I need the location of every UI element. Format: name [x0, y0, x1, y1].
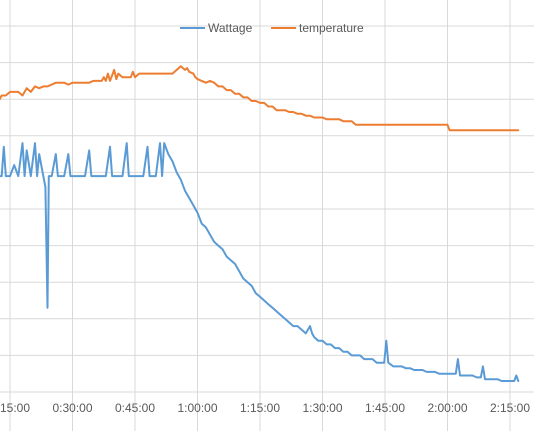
- x-tick-label: 1:15:00: [240, 401, 280, 415]
- x-tick-label: 1:00:00: [177, 401, 217, 415]
- legend-label: temperature: [299, 21, 364, 35]
- x-tick-label: 0:45:00: [115, 401, 155, 415]
- legend-item-wattage: Wattage: [180, 21, 253, 35]
- legend-item-temperature: temperature: [271, 21, 364, 35]
- x-tick-label: 1:45:00: [365, 401, 405, 415]
- x-tick-label: 2:15:00: [490, 401, 530, 415]
- x-tick-label: 2:00:00: [427, 401, 467, 415]
- x-tick-label: 1:30:00: [302, 401, 342, 415]
- series-line-temperature: [0, 65, 520, 132]
- legend: Wattage temperature: [180, 21, 364, 35]
- series-line-wattage: [0, 142, 520, 382]
- x-axis-tick-labels: 0:15:00 0:30:00 0:45:00 1:00:00 1:15:00 1:30:…: [0, 401, 530, 415]
- legend-label: Wattage: [208, 21, 253, 35]
- x-tick-label: 0:15:00: [0, 401, 30, 415]
- series-lines: [0, 65, 520, 382]
- x-tick-label: 0:30:00: [52, 401, 92, 415]
